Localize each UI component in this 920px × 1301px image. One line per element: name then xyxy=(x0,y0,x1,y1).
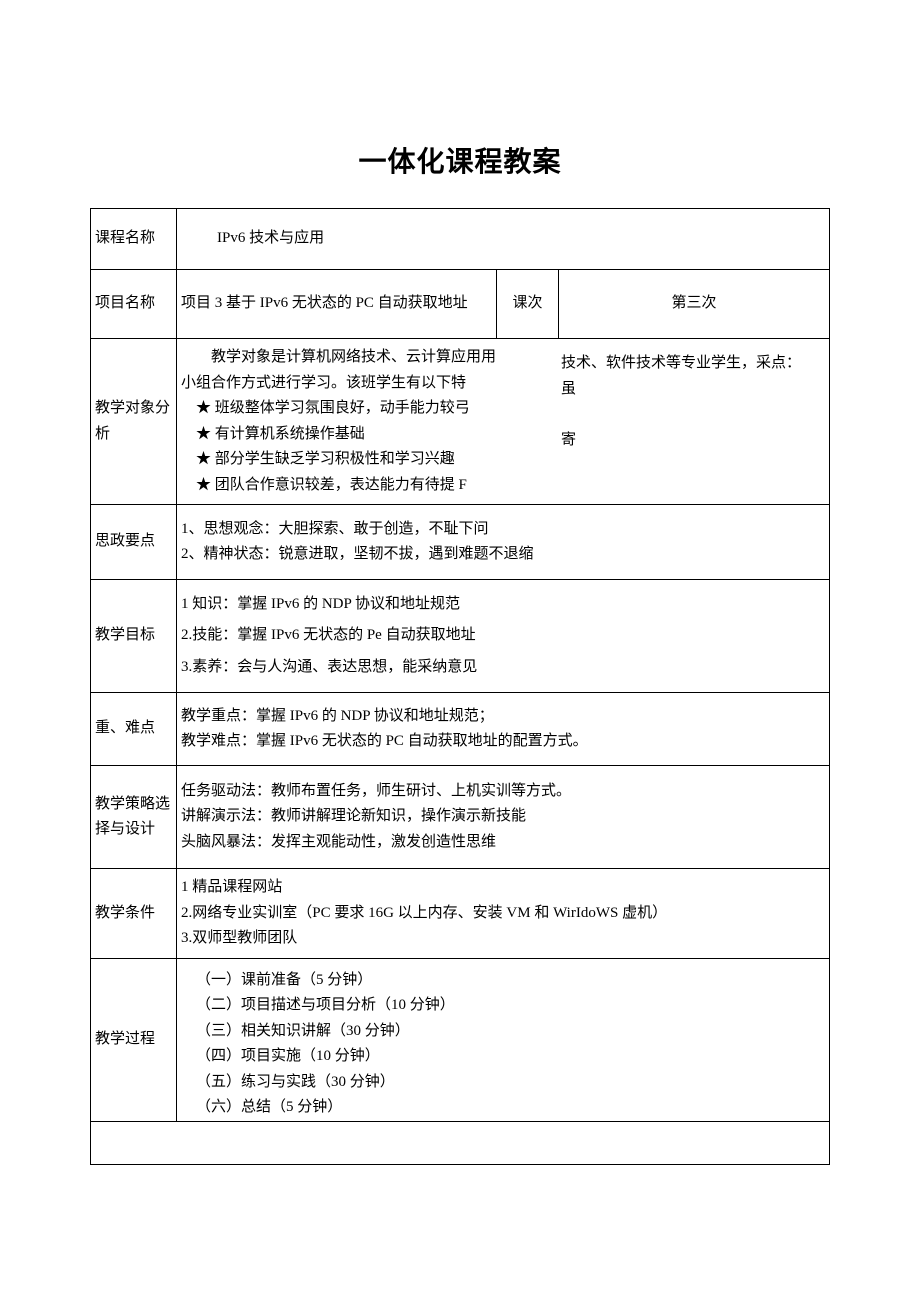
value-strategy: 任务驱动法：教师布置任务，师生研讨、上机实训等方式。 讲解演示法：教师讲解理论新… xyxy=(177,766,830,869)
label-condition: 教学条件 xyxy=(91,869,177,959)
row-condition: 教学条件 1 精品课程网站 2.网络专业实训室（PC 要求 16G 以上内存、安… xyxy=(91,869,830,959)
proc-l1: （一）课前准备（5 分钟） xyxy=(181,968,825,994)
row-difficulty: 重、难点 教学重点：掌握 IPv6 的 NDP 协议和地址规范； 教学难点：掌握… xyxy=(91,693,830,766)
label-audience: 教学对象分析 xyxy=(91,339,177,505)
row-course-name: 课程名称 IPv6 技术与应用 xyxy=(91,209,830,270)
proc-l3: （三）相关知识讲解（30 分钟） xyxy=(181,1019,825,1045)
label-sizheng: 思政要点 xyxy=(91,505,177,580)
value-audience: 教学对象是计算机网络技术、云计算应用用 小组合作方式进行学习。该班学生有以下特 … xyxy=(177,339,830,505)
row-process: 教学过程 （一）课前准备（5 分钟） （二）项目描述与项目分析（10 分钟） （… xyxy=(91,958,830,1121)
label-strategy: 教学策略选择与设计 xyxy=(91,766,177,869)
proc-l4: （四）项目实施（10 分钟） xyxy=(181,1044,825,1070)
spacer-cell xyxy=(91,1121,830,1164)
value-project-name: 项目 3 基于 IPv6 无状态的 PC 自动获取地址 xyxy=(177,270,497,339)
strategy-l3: 头脑风暴法：发挥主观能动性，激发创造性思维 xyxy=(181,830,825,856)
value-goal: 1 知识：掌握 IPv6 的 NDP 协议和地址规范 2.技能：掌握 IPv6 … xyxy=(177,580,830,693)
goal-l1: 1 知识：掌握 IPv6 的 NDP 协议和地址规范 xyxy=(181,592,825,618)
diff-l2: 教学难点：掌握 IPv6 无状态的 PC 自动获取地址的配置方式。 xyxy=(181,729,825,755)
label-difficulty: 重、难点 xyxy=(91,693,177,766)
label-process: 教学过程 xyxy=(91,958,177,1121)
page-title: 一体化课程教案 xyxy=(90,140,830,180)
label-goal: 教学目标 xyxy=(91,580,177,693)
proc-l5: （五）练习与实践（30 分钟） xyxy=(181,1070,825,1096)
value-condition: 1 精品课程网站 2.网络专业实训室（PC 要求 16G 以上内存、安装 VM … xyxy=(177,869,830,959)
diff-l1: 教学重点：掌握 IPv6 的 NDP 协议和地址规范； xyxy=(181,704,825,730)
proc-l6: （六）总结（5 分钟） xyxy=(181,1095,825,1118)
value-session: 第三次 xyxy=(559,270,830,339)
label-session: 课次 xyxy=(497,270,559,339)
strategy-l2: 讲解演示法：教师讲解理论新知识，操作演示新技能 xyxy=(181,804,825,830)
goal-l3: 3.素养：会与人沟通、表达思想，能采纳意见 xyxy=(181,655,825,681)
value-difficulty: 教学重点：掌握 IPv6 的 NDP 协议和地址规范； 教学难点：掌握 IPv6… xyxy=(177,693,830,766)
row-audience: 教学对象分析 教学对象是计算机网络技术、云计算应用用 小组合作方式进行学习。该班… xyxy=(91,339,830,505)
lesson-plan-table: 课程名称 IPv6 技术与应用 项目名称 项目 3 基于 IPv6 无状态的 P… xyxy=(90,208,830,1165)
sizheng-l1: 1、思想观念：大胆探索、敢于创造，不耻下问 xyxy=(181,517,825,543)
cond-l1: 1 精品课程网站 xyxy=(181,875,825,901)
row-goal: 教学目标 1 知识：掌握 IPv6 的 NDP 协议和地址规范 2.技能：掌握 … xyxy=(91,580,830,693)
audience-b4: ★ 团队合作意识较差，表达能力有待提 F xyxy=(181,473,825,499)
audience-right1: 技术、软件技术等专业学生，采点： xyxy=(561,351,801,377)
page: 一体化课程教案 课程名称 IPv6 技术与应用 项目名称 项目 3 基于 IPv… xyxy=(0,0,920,1225)
value-sizheng: 1、思想观念：大胆探索、敢于创造，不耻下问 2、精神状态：锐意进取，坚韧不拔，遇… xyxy=(177,505,830,580)
value-process: （一）课前准备（5 分钟） （二）项目描述与项目分析（10 分钟） （三）相关知… xyxy=(177,958,830,1121)
row-project-name: 项目名称 项目 3 基于 IPv6 无状态的 PC 自动获取地址 课次 第三次 xyxy=(91,270,830,339)
cond-l3: 3.双师型教师团队 xyxy=(181,926,825,952)
strategy-l1: 任务驱动法：教师布置任务，师生研讨、上机实训等方式。 xyxy=(181,779,825,805)
label-course-name: 课程名称 xyxy=(91,209,177,270)
row-spacer xyxy=(91,1121,830,1164)
value-course-name: IPv6 技术与应用 xyxy=(177,209,830,270)
row-sizheng: 思政要点 1、思想观念：大胆探索、敢于创造，不耻下问 2、精神状态：锐意进取，坚… xyxy=(91,505,830,580)
row-strategy: 教学策略选择与设计 任务驱动法：教师布置任务，师生研讨、上机实训等方式。 讲解演… xyxy=(91,766,830,869)
cond-l2: 2.网络专业实训室（PC 要求 16G 以上内存、安装 VM 和 WirIdoW… xyxy=(181,901,825,927)
label-project-name: 项目名称 xyxy=(91,270,177,339)
audience-right-col: 技术、软件技术等专业学生，采点： 虽 寄 xyxy=(561,351,801,453)
sizheng-l2: 2、精神状态：锐意进取，坚韧不拔，遇到难题不退缩 xyxy=(181,542,825,568)
goal-l2: 2.技能：掌握 IPv6 无状态的 Pe 自动获取地址 xyxy=(181,623,825,649)
audience-right3: 寄 xyxy=(561,428,801,454)
proc-l2: （二）项目描述与项目分析（10 分钟） xyxy=(181,993,825,1019)
audience-right2: 虽 xyxy=(561,377,801,403)
